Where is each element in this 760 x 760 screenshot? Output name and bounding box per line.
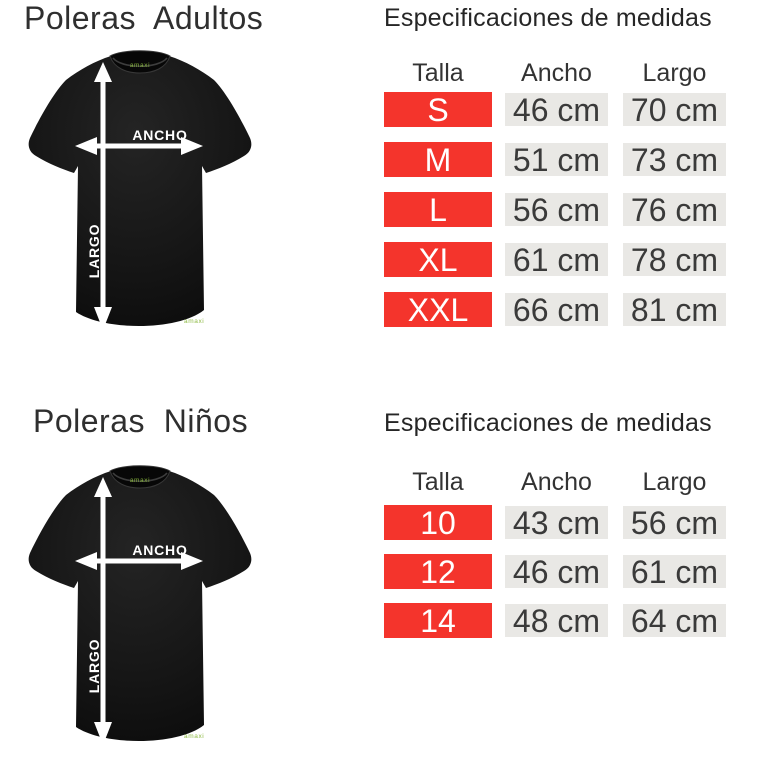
length-cell: 78 cm <box>623 243 726 276</box>
width-cell: 48 cm <box>505 604 608 637</box>
table-row: XXL 66 cm 81 cm <box>384 292 726 327</box>
adults-size-table: S 46 cm 70 cm M 51 cm 73 cm L 56 cm 76 c… <box>384 92 726 327</box>
section-title-kids: Poleras Niños <box>33 403 249 439</box>
brand-logo-hem: amaxi <box>184 318 204 325</box>
length-cell: 73 cm <box>623 143 726 176</box>
kids-spec-title: Especificaciones de medidas <box>384 409 712 437</box>
talla-header: Talla <box>412 58 464 87</box>
size-cell: 10 <box>384 505 492 540</box>
width-cell: 51 cm <box>505 143 608 176</box>
table-row: S 46 cm 70 cm <box>384 92 726 127</box>
largo-header: Largo <box>642 58 707 87</box>
size-cell: XXL <box>384 292 492 327</box>
brand-logo-collar: amaxi <box>130 62 150 69</box>
length-arrow-label: LARGO <box>86 224 102 279</box>
width-cell: 61 cm <box>505 243 608 276</box>
ancho-header: Ancho <box>521 467 592 496</box>
table-row: 14 48 cm 64 cm <box>384 603 726 638</box>
width-arrow-label: ANCHO <box>132 542 187 558</box>
tshirt-silhouette <box>28 52 252 327</box>
size-cell: S <box>384 92 492 127</box>
adults-table-header: Talla Ancho Largo <box>384 59 726 87</box>
table-row: L 56 cm 76 cm <box>384 192 726 227</box>
width-cell: 66 cm <box>505 293 608 326</box>
width-arrow-label: ANCHO <box>132 127 187 143</box>
size-cell: 12 <box>384 554 492 589</box>
collar-band <box>112 57 168 67</box>
kids-table-header: Talla Ancho Largo <box>384 468 726 496</box>
table-row: M 51 cm 73 cm <box>384 142 726 177</box>
adults-shirt-diagram: amaxi amaxi ANCHO LARGO <box>28 50 252 330</box>
table-row: 12 46 cm 61 cm <box>384 554 726 589</box>
width-cell: 46 cm <box>505 555 608 588</box>
adults-spec-title: Especificaciones de medidas <box>384 4 712 32</box>
width-cell: 46 cm <box>505 93 608 126</box>
length-arrow-label: LARGO <box>86 639 102 694</box>
largo-header: Largo <box>642 467 707 496</box>
collar-opening <box>109 50 171 74</box>
talla-header: Talla <box>412 467 464 496</box>
width-cell: 56 cm <box>505 193 608 226</box>
table-row: 10 43 cm 56 cm <box>384 505 726 540</box>
size-cell: XL <box>384 242 492 277</box>
size-cell: 14 <box>384 603 492 638</box>
section-title-adults: Poleras Adultos <box>24 0 264 36</box>
kids-shirt-diagram: ANCHO LARGO <box>27 464 253 746</box>
ancho-header: Ancho <box>521 58 592 87</box>
size-cell: L <box>384 192 492 227</box>
length-cell: 81 cm <box>623 293 726 326</box>
length-cell: 64 cm <box>623 604 726 637</box>
length-cell: 70 cm <box>623 93 726 126</box>
length-cell: 56 cm <box>623 506 726 539</box>
table-row: XL 61 cm 78 cm <box>384 242 726 277</box>
length-cell: 61 cm <box>623 555 726 588</box>
length-cell: 76 cm <box>623 193 726 226</box>
size-cell: M <box>384 142 492 177</box>
length-arrow <box>94 62 112 330</box>
width-arrow <box>75 137 203 155</box>
kids-size-table: 10 43 cm 56 cm 12 46 cm 61 cm 14 48 cm 6… <box>384 505 726 639</box>
width-cell: 43 cm <box>505 506 608 539</box>
